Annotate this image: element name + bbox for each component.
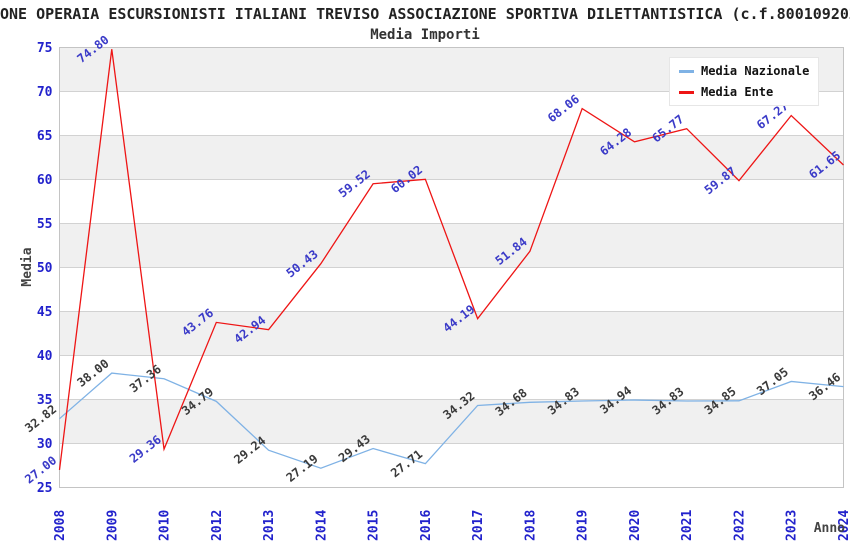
svg-text:45: 45 — [37, 305, 53, 320]
svg-text:40: 40 — [37, 349, 53, 364]
svg-text:30: 30 — [37, 437, 53, 452]
svg-text:75: 75 — [37, 41, 53, 56]
svg-text:2013: 2013 — [262, 510, 277, 541]
svg-text:2015: 2015 — [367, 510, 382, 541]
svg-text:60: 60 — [37, 173, 53, 188]
svg-text:2022: 2022 — [732, 510, 747, 541]
svg-text:50: 50 — [37, 261, 53, 276]
svg-text:37.05: 37.05 — [754, 365, 791, 398]
legend-label: Media Ente — [701, 85, 774, 99]
svg-text:65: 65 — [37, 129, 53, 144]
svg-text:2024: 2024 — [837, 510, 850, 541]
svg-text:2017: 2017 — [471, 510, 486, 541]
svg-text:2018: 2018 — [523, 510, 538, 541]
legend-item-media-ente: Media Ente — [679, 85, 809, 99]
svg-text:2010: 2010 — [158, 510, 173, 541]
svg-text:2023: 2023 — [785, 510, 800, 541]
svg-text:2012: 2012 — [210, 510, 225, 541]
svg-text:25: 25 — [37, 481, 53, 496]
media-ente-line-swatch-icon — [679, 90, 694, 94]
svg-text:70: 70 — [37, 85, 53, 100]
chart-title: ONE OPERAIA ESCURSIONISTI ITALIANI TREVI… — [0, 5, 850, 23]
svg-text:2009: 2009 — [105, 510, 120, 541]
svg-text:Media: Media — [20, 247, 35, 286]
svg-text:68.06: 68.06 — [545, 92, 582, 125]
svg-text:27.19: 27.19 — [284, 452, 321, 485]
svg-text:35: 35 — [37, 393, 53, 408]
svg-text:2021: 2021 — [680, 510, 695, 541]
svg-text:2019: 2019 — [576, 510, 591, 541]
svg-text:2016: 2016 — [419, 510, 434, 541]
chart-legend: Media Nazionale Media Ente — [669, 57, 820, 106]
svg-text:27.71: 27.71 — [388, 447, 425, 480]
svg-text:2020: 2020 — [628, 510, 643, 541]
media-nazionale-line-swatch-icon — [679, 69, 694, 73]
legend-label: Media Nazionale — [701, 64, 810, 78]
svg-text:Anno: Anno — [814, 521, 845, 536]
svg-text:55: 55 — [37, 217, 53, 232]
chart-subtitle: Media Importi — [370, 27, 480, 43]
svg-text:2008: 2008 — [53, 510, 68, 541]
legend-item-media-nazionale: Media Nazionale — [679, 64, 809, 78]
svg-text:38.00: 38.00 — [75, 356, 112, 389]
svg-text:2014: 2014 — [314, 510, 329, 541]
